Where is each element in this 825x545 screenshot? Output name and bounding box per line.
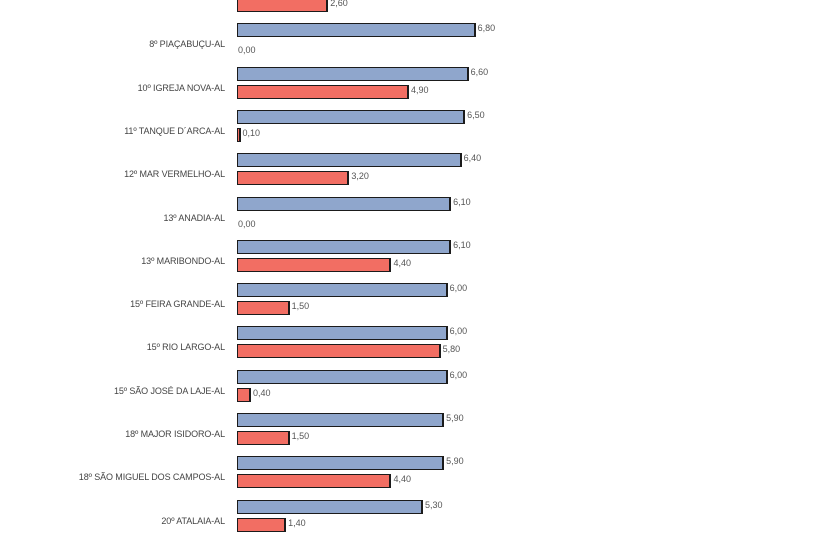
bar-series-2 [237, 474, 392, 489]
bar-series-1 [237, 196, 452, 211]
value-label: 6,10 [453, 239, 471, 250]
category-group: 13º MARIBONDO-AL 6,10 4,40 [0, 239, 825, 282]
category-group: 20º ATALAIA-AL 5,30 1,40 [0, 499, 825, 542]
value-label: 6,60 [470, 66, 489, 77]
value-label: 6,00 [449, 326, 468, 337]
value-label: 4,90 [410, 84, 429, 95]
category-label: 20º ATALAIA-AL [161, 515, 225, 526]
bar-series-2 [237, 344, 441, 359]
bar-series-2 [237, 127, 241, 142]
bar-series-2 [237, 84, 409, 99]
category-group: 13º ANADIA-AL 6,10 0,00 [0, 196, 825, 239]
category-label: 10º IGREJA NOVA-AL [137, 82, 225, 93]
category-group: 12º MAR VERMELHO-AL 6,40 3,20 [0, 152, 825, 195]
bar-series-1 [237, 456, 445, 471]
category-label: 15º RIO LARGO-AL [146, 342, 225, 353]
value-label: 1,50 [291, 431, 310, 441]
bar-series-1 [237, 109, 466, 124]
category-group: 18º SÃO MIGUEL DOS CAMPOS-AL 5,90 4,40 [0, 455, 825, 498]
value-label: 4,40 [393, 474, 411, 485]
category-label: 15º SÃO JOSÉ DA LAJE-AL [113, 385, 225, 396]
value-label: 5,80 [442, 344, 461, 355]
bar-series-2 [237, 431, 290, 445]
value-label: 0,00 [238, 45, 256, 56]
category-group: 2,60 [0, 0, 825, 22]
value-label: 6,00 [449, 283, 468, 294]
value-label: 6,10 [453, 196, 471, 207]
bar-series-1 [237, 283, 448, 298]
value-label: 1,50 [291, 301, 310, 312]
bar-series-2 [237, 0, 329, 12]
value-label: 0,00 [238, 218, 256, 229]
value-label: 6,40 [463, 153, 482, 164]
value-label: 5,90 [446, 413, 464, 423]
category-group: 8º PIAÇABUÇU-AL 6,80 0,00 [0, 22, 825, 65]
value-label: 4,40 [393, 257, 411, 268]
bar-series-2 [237, 257, 392, 272]
bar-series-1 [237, 153, 462, 168]
category-label: 11º TANQUE D´ARCA-AL [124, 125, 225, 136]
value-label: 0,40 [253, 387, 271, 398]
bar-series-1 [237, 239, 452, 254]
value-label: 6,80 [477, 23, 496, 34]
value-label: 6,00 [449, 369, 468, 380]
bar-series-1 [237, 369, 448, 384]
category-group: 15º FEIRA GRANDE-AL 6,00 1,50 [0, 282, 825, 325]
category-label: 13º ANADIA-AL [163, 212, 225, 223]
value-label: 1,40 [288, 517, 306, 528]
bar-series-1 [237, 23, 476, 38]
category-label: 15º FEIRA GRANDE-AL [130, 299, 225, 310]
category-group: 15º RIO LARGO-AL 6,00 5,80 [0, 325, 825, 368]
category-label: 18º MAJOR ISIDORO-AL [125, 429, 225, 439]
category-label: 12º MAR VERMELHO-AL [124, 169, 225, 180]
value-label: 0,10 [242, 127, 261, 138]
value-label: 2,60 [330, 0, 348, 8]
category-group: 10º IGREJA NOVA-AL 6,60 4,90 [0, 66, 825, 109]
category-label: 18º SÃO MIGUEL DOS CAMPOS-AL [78, 472, 225, 483]
bar-series-2 [237, 171, 350, 186]
bar-series-1 [237, 326, 448, 341]
category-group: 18º MAJOR ISIDORO-AL 5,90 1,50 [0, 412, 825, 455]
bar-series-1 [237, 413, 445, 427]
bar-series-2 [237, 301, 290, 316]
value-label: 6,50 [467, 109, 485, 120]
bar-series-1 [237, 66, 469, 81]
value-label: 3,20 [351, 171, 369, 182]
bar-series-2 [237, 387, 252, 402]
category-label: 13º MARIBONDO-AL [141, 255, 225, 266]
bar-series-1 [237, 499, 424, 514]
value-label: 5,90 [446, 456, 464, 467]
category-group: 11º TANQUE D´ARCA-AL 6,50 0,10 [0, 109, 825, 152]
category-group: 15º SÃO JOSÉ DA LAJE-AL 6,00 0,40 [0, 369, 825, 412]
category-label: 8º PIAÇABUÇU-AL [149, 39, 225, 50]
bar-series-2 [237, 517, 287, 532]
value-label: 5,30 [425, 499, 443, 510]
